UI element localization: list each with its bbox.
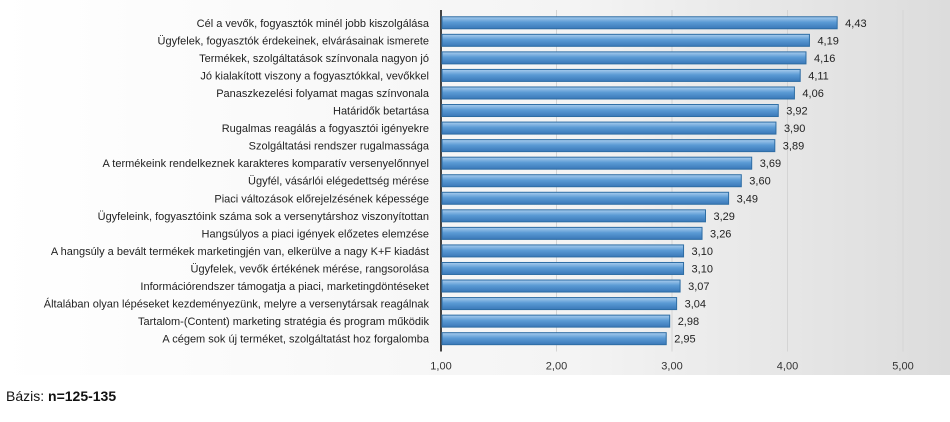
category-label: Ügyfél, vásárlói elégedettség mérése [248, 176, 429, 188]
bar [441, 156, 753, 170]
category-label: Tartalom-(Content) marketing stratégia é… [138, 316, 430, 328]
category-label: Panaszkezelési folyamat magas színvonala [216, 88, 430, 100]
bar [441, 191, 730, 205]
data-label: 3,49 [737, 193, 758, 205]
data-label: 3,92 [786, 106, 807, 118]
category-label: Általában olyan lépéseket kezdeményezünk… [44, 298, 430, 311]
data-label: 3,29 [713, 211, 734, 223]
category-label: Piaci változások előrejelzésének képessé… [214, 193, 429, 205]
bar [441, 86, 795, 100]
category-label: Szolgáltatási rendszer rugalmassága [249, 141, 430, 153]
base-value: n=125-135 [48, 388, 117, 404]
data-label: 3,04 [685, 299, 706, 311]
base-label: Bázis: [6, 388, 45, 404]
data-label: 3,07 [688, 281, 709, 293]
data-label: 4,11 [808, 70, 829, 82]
data-label: 2,98 [678, 316, 699, 328]
bar [441, 68, 801, 82]
bar [441, 139, 776, 153]
bar-chart: 1,00 2,00 3,00 4,00 5,00 Cél a vevők, fogyasz… [44, 10, 914, 372]
category-label: A hangsúly a bevált termékek marketingjé… [51, 246, 429, 258]
x-tick-label: 2,00 [546, 360, 567, 372]
bar [441, 314, 671, 328]
data-label: 4,43 [845, 18, 866, 30]
bar [441, 297, 678, 311]
bar [441, 261, 685, 275]
category-label: A cégem sok új terméket, szolgáltatást h… [162, 334, 429, 346]
chart-panel: 1,00 2,00 3,00 4,00 5,00 Cél a vevők, fogyasz… [0, 0, 950, 375]
bar [441, 209, 706, 223]
bar [441, 16, 838, 30]
data-label: 3,60 [749, 176, 770, 188]
data-label: 4,06 [802, 88, 823, 100]
data-label: 2,95 [674, 334, 695, 346]
bar [441, 51, 807, 65]
bar [441, 244, 685, 258]
category-label: Jó kialakított viszony a fogyasztókkal, … [200, 70, 429, 82]
bar [441, 121, 777, 135]
x-tick-label: 1,00 [430, 360, 451, 372]
x-tick-label: 3,00 [661, 360, 682, 372]
category-label: Határidők betartása [333, 106, 430, 118]
category-label: Ügyfeleink, fogyasztóink száma sok a ver… [98, 211, 429, 223]
data-label: 3,89 [783, 141, 804, 153]
data-label: 3,69 [760, 158, 781, 170]
category-label: Ügyfelek, fogyasztók érdekeinek, elvárás… [158, 35, 429, 47]
bar [441, 174, 742, 188]
data-label: 3,90 [784, 123, 805, 135]
bar [441, 279, 681, 293]
category-label: Rugalmas reagálás a fogyasztói igényekre [222, 123, 429, 135]
category-label: A termékeink rendelkeznek karakteres kom… [103, 158, 430, 170]
bar [441, 226, 703, 240]
data-label: 3,10 [692, 263, 713, 275]
x-tick-label: 4,00 [777, 360, 798, 372]
data-label: 4,19 [817, 35, 838, 47]
data-label: 3,10 [692, 246, 713, 258]
category-label: Termékek, szolgáltatások színvonala nagy… [199, 53, 429, 65]
base-note: Bázis: n=125-135 [6, 388, 116, 404]
bar [441, 104, 779, 118]
x-tick-label: 5,00 [892, 360, 913, 372]
category-label: Hangsúlyos a piaci igények előzetes elem… [202, 228, 429, 240]
data-label: 4,16 [814, 53, 835, 65]
bar [441, 332, 667, 346]
data-label: 3,26 [710, 228, 731, 240]
category-label: Ügyfelek, vevők értékének mérése, rangso… [191, 263, 430, 275]
category-label: Információrendszer támogatja a piaci, ma… [140, 281, 429, 293]
category-label: Cél a vevők, fogyasztók minél jobb kiszo… [197, 18, 430, 30]
bar [441, 33, 810, 47]
